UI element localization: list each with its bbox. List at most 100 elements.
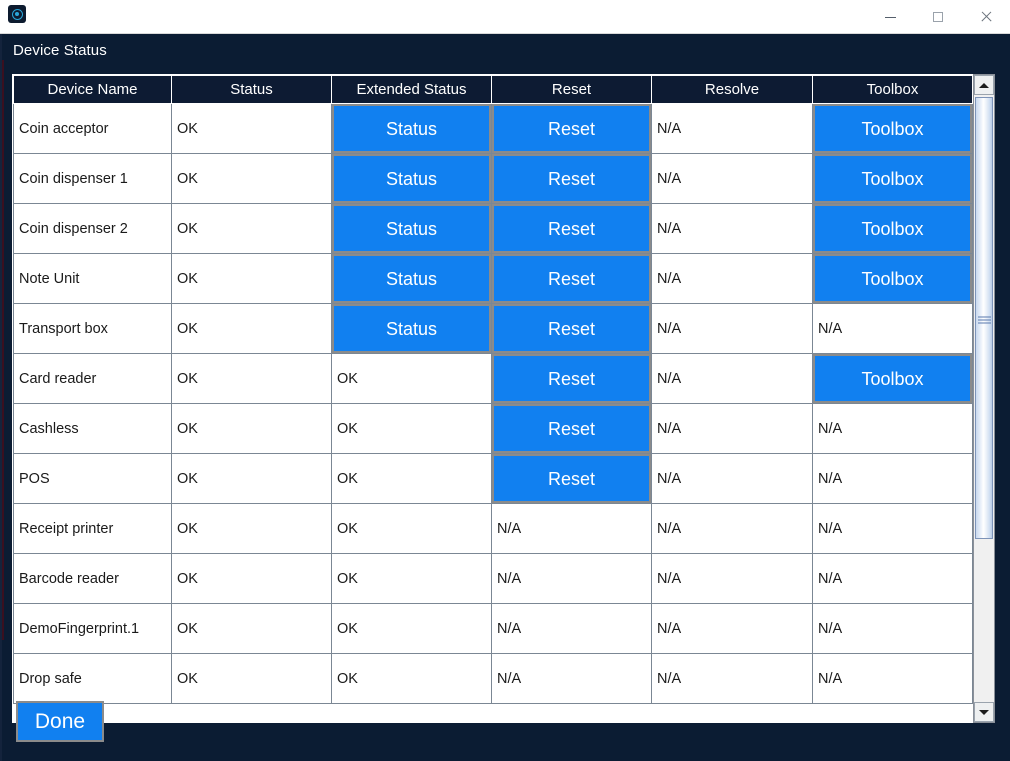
cell-reset: N/A [491, 653, 652, 704]
reset-button[interactable]: Reset [492, 154, 651, 203]
cell-resolve: N/A [651, 453, 813, 504]
vertical-scrollbar[interactable] [973, 74, 995, 723]
toolbox-button[interactable]: Toolbox [813, 104, 972, 153]
maximize-button[interactable] [914, 0, 962, 34]
cell-resolve: N/A [651, 203, 813, 254]
close-icon [980, 11, 992, 23]
cell-toolbox: Toolbox [812, 153, 973, 204]
cell-toolbox: N/A [812, 503, 973, 554]
table-row: Coin dispenser 2 OK Status Reset N/A Toolbox [13, 203, 973, 254]
reset-button[interactable]: Reset [492, 404, 651, 453]
cell-extended-status: OK [331, 353, 492, 404]
cell-extended-status: OK [331, 503, 492, 554]
cell-resolve: N/A [651, 603, 813, 654]
cell-status: OK [171, 603, 332, 654]
reset-button[interactable]: Reset [492, 304, 651, 353]
scroll-down-button[interactable] [974, 702, 994, 722]
cell-toolbox: Toolbox [812, 203, 973, 254]
cell-reset: N/A [491, 553, 652, 604]
cell-resolve: N/A [651, 403, 813, 454]
cell-device-name: Transport box [13, 303, 172, 354]
cell-extended-status: OK [331, 553, 492, 604]
cell-extended-status: Status [331, 253, 492, 304]
table-row: Coin acceptor OK Status Reset N/A Toolbox [13, 103, 973, 154]
cell-status: OK [171, 253, 332, 304]
cell-device-name: Receipt printer [13, 503, 172, 554]
cell-toolbox: N/A [812, 303, 973, 354]
reset-button[interactable]: Reset [492, 254, 651, 303]
cell-device-name: Cashless [13, 403, 172, 454]
reset-button[interactable]: Reset [492, 454, 651, 503]
cell-reset: Reset [491, 303, 652, 354]
cell-device-name: Card reader [13, 353, 172, 404]
table-row: Card reader OK OK Reset N/A Toolbox [13, 353, 973, 404]
cell-toolbox: N/A [812, 603, 973, 654]
cell-device-name: Coin dispenser 2 [13, 203, 172, 254]
cell-device-name: Drop safe [13, 653, 172, 704]
table-row: Drop safe OK OK N/A N/A N/A [13, 653, 973, 704]
table-header-row: Device Name Status Extended Status Reset… [13, 75, 973, 104]
table-body: Coin acceptor OK Status Reset N/A Toolbox Coin… [13, 103, 973, 704]
table-row: POS OK OK Reset N/A N/A [13, 453, 973, 504]
cell-toolbox: N/A [812, 403, 973, 454]
grip-lines-icon [978, 315, 991, 324]
cell-toolbox: N/A [812, 553, 973, 604]
cell-extended-status: Status [331, 153, 492, 204]
chevron-down-icon [979, 709, 989, 715]
column-header-toolbox[interactable]: Toolbox [812, 75, 973, 104]
cell-status: OK [171, 553, 332, 604]
done-button[interactable]: Done [16, 701, 104, 742]
cell-status: OK [171, 503, 332, 554]
scroll-up-button[interactable] [974, 75, 994, 95]
reset-button[interactable]: Reset [492, 204, 651, 253]
extended-status-button[interactable]: Status [332, 154, 491, 203]
toolbox-button[interactable]: Toolbox [813, 254, 972, 303]
reset-button[interactable]: Reset [492, 104, 651, 153]
column-header-device-name[interactable]: Device Name [13, 75, 172, 104]
extended-status-button[interactable]: Status [332, 254, 491, 303]
cell-resolve: N/A [651, 553, 813, 604]
cell-extended-status: OK [331, 653, 492, 704]
toolbox-button[interactable]: Toolbox [813, 154, 972, 203]
scrollbar-thumb[interactable] [975, 97, 993, 539]
app-icon-ring [11, 8, 23, 20]
cell-reset: Reset [491, 403, 652, 454]
cell-reset: N/A [491, 603, 652, 654]
minimize-button[interactable] [866, 0, 914, 34]
cell-reset: Reset [491, 253, 652, 304]
cell-extended-status: Status [331, 303, 492, 354]
title-bar [0, 0, 1010, 34]
table-row: Note Unit OK Status Reset N/A Toolbox [13, 253, 973, 304]
toolbox-button[interactable]: Toolbox [813, 354, 972, 403]
cell-toolbox: Toolbox [812, 103, 973, 154]
cell-device-name: Barcode reader [13, 553, 172, 604]
cell-toolbox: Toolbox [812, 253, 973, 304]
cell-resolve: N/A [651, 653, 813, 704]
close-button[interactable] [962, 0, 1010, 34]
cell-reset: Reset [491, 103, 652, 154]
maximize-icon [933, 12, 943, 22]
toolbox-button[interactable]: Toolbox [813, 204, 972, 253]
extended-status-button[interactable]: Status [332, 304, 491, 353]
extended-status-button[interactable]: Status [332, 104, 491, 153]
extended-status-button[interactable]: Status [332, 204, 491, 253]
table-row: Receipt printer OK OK N/A N/A N/A [13, 503, 973, 554]
cell-extended-status: Status [331, 203, 492, 254]
cell-reset: Reset [491, 153, 652, 204]
reset-button[interactable]: Reset [492, 354, 651, 403]
cell-extended-status: Status [331, 103, 492, 154]
column-header-reset[interactable]: Reset [491, 75, 652, 104]
cell-status: OK [171, 153, 332, 204]
chevron-up-icon [979, 82, 989, 88]
device-status-table: Device Name Status Extended Status Reset… [13, 75, 973, 704]
column-header-status[interactable]: Status [171, 75, 332, 104]
cell-resolve: N/A [651, 253, 813, 304]
table-row: Coin dispenser 1 OK Status Reset N/A Toolbox [13, 153, 973, 204]
column-header-extended-status[interactable]: Extended Status [331, 75, 492, 104]
column-header-resolve[interactable]: Resolve [651, 75, 813, 104]
cell-status: OK [171, 403, 332, 454]
cell-device-name: POS [13, 453, 172, 504]
cell-extended-status: OK [331, 403, 492, 454]
page-title: Device Status [13, 42, 107, 59]
